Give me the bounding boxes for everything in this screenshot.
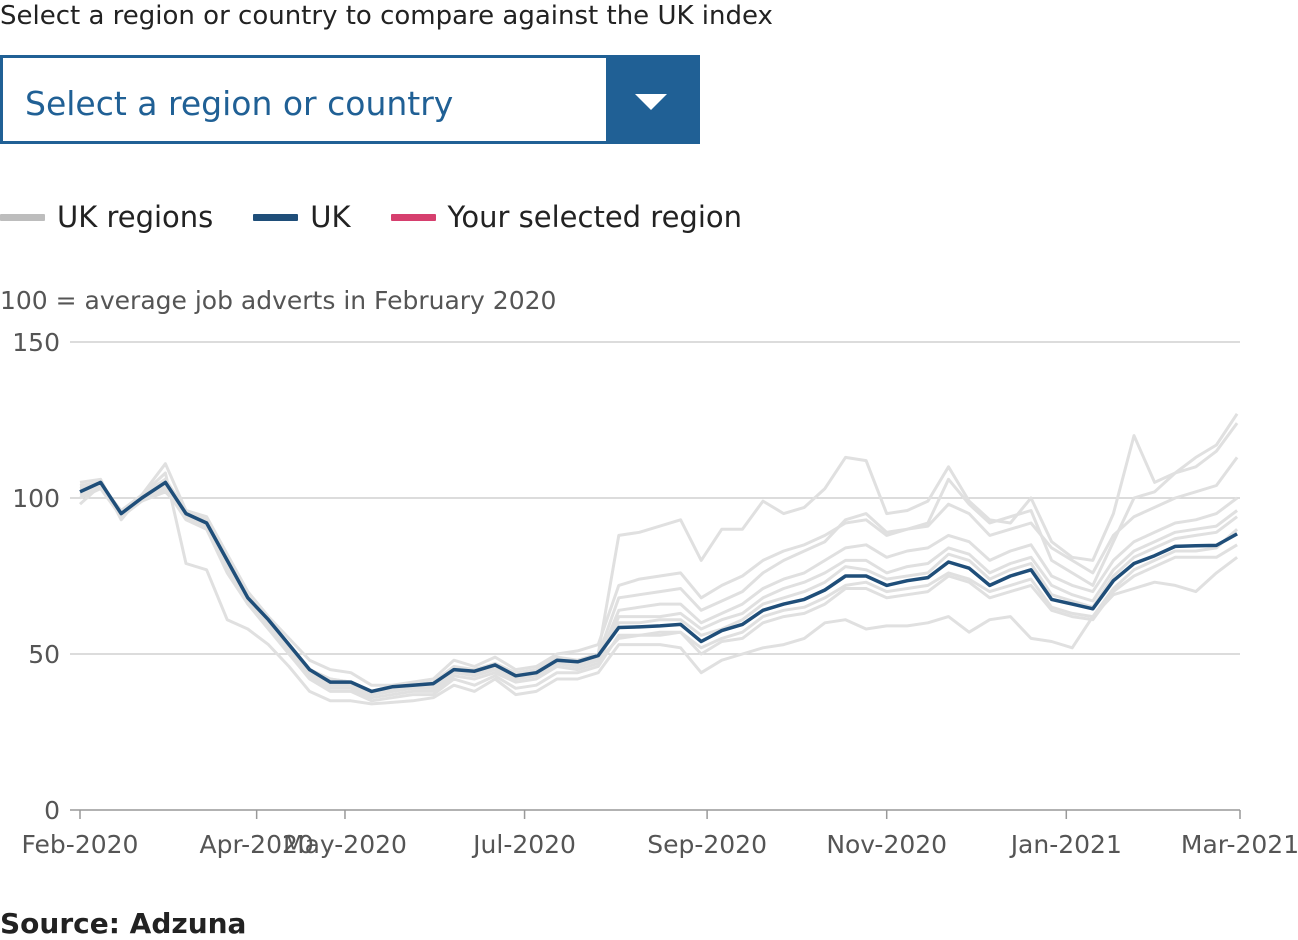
chevron-down-icon (635, 94, 667, 110)
region-series-line (79, 487, 1239, 700)
region-select-value: Select a region or country (25, 84, 454, 123)
region-series-line (79, 412, 1239, 693)
x-tick-label: Mar-2021 (1181, 830, 1298, 859)
legend-swatch-selected (390, 213, 436, 221)
y-tick-label: 0 (44, 796, 60, 825)
x-tick-label: Apr-2020 (200, 830, 314, 859)
region-series-line (79, 477, 1239, 693)
legend-swatch-uk (253, 213, 299, 221)
x-tick-label: Feb-2020 (22, 830, 139, 859)
region-select-dropdown[interactable]: Select a region or country (0, 55, 700, 144)
x-tick-label: May-2020 (283, 830, 407, 859)
legend-item-selected: Your selected region (390, 200, 743, 234)
x-tick-label: Jul-2020 (471, 830, 576, 859)
x-tick-label: Nov-2020 (826, 830, 947, 859)
legend-label-selected: Your selected region (447, 200, 743, 234)
region-series-line (79, 487, 1238, 703)
y-tick-label: 150 (12, 328, 60, 357)
unit-note: 100 = average job adverts in February 20… (0, 286, 557, 315)
x-tick-label: Sep-2020 (647, 830, 767, 859)
x-tick-label: Jan-2021 (1009, 830, 1122, 859)
legend-item-uk: UK (253, 200, 351, 234)
uk-series-line (79, 480, 1238, 694)
legend-swatch-regions (0, 213, 45, 221)
legend-label-uk: UK (310, 200, 351, 234)
region-series-line (79, 484, 1239, 697)
region-series-line (79, 456, 1239, 687)
chart-legend: UK regions UK Your selected region (0, 197, 782, 237)
region-series-line (79, 422, 1239, 693)
y-tick-label: 100 (12, 484, 60, 513)
region-series-line (78, 471, 1239, 706)
legend-label-regions: UK regions (57, 200, 214, 234)
selector-prompt: Select a region or country to compare ag… (0, 1, 773, 31)
dropdown-toggle-button[interactable] (606, 58, 697, 141)
source-note: Source: Adzuna (0, 907, 247, 940)
y-tick-label: 50 (28, 640, 60, 669)
legend-item-regions: UK regions (0, 200, 213, 234)
